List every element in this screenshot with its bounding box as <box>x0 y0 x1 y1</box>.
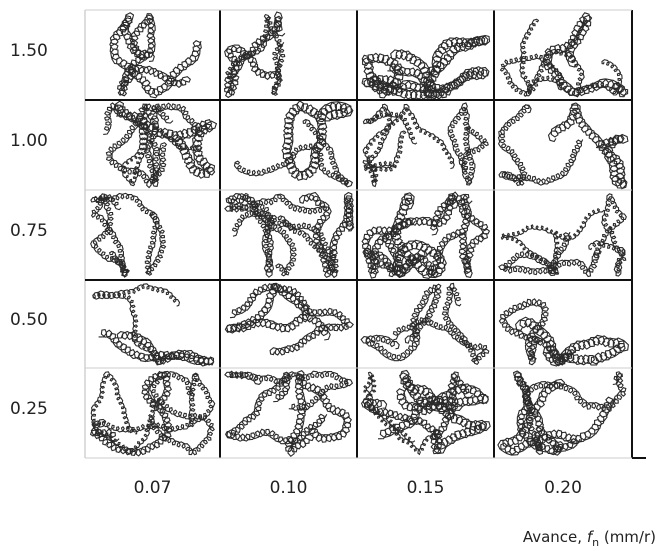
chip-photo <box>497 102 629 190</box>
row-label: 1.50 <box>10 41 48 61</box>
chip-coil <box>399 369 491 455</box>
column-label: 0.20 <box>544 478 582 498</box>
chip-coil <box>360 283 442 362</box>
chip-photo <box>89 370 216 457</box>
chip-photo <box>109 12 202 99</box>
chip-coil <box>224 193 328 277</box>
chip-coil <box>98 328 215 367</box>
chip-grid-figure: 1.50 1.00 0.75 0.50 0.25 0.07 0.10 0.15 0.20 <box>10 9 646 498</box>
chip-photo <box>361 34 491 100</box>
chip-coil <box>92 283 183 365</box>
chip-coil <box>233 118 353 188</box>
chip-coil <box>229 282 354 356</box>
chip-photo <box>224 370 354 458</box>
chip-coil <box>514 316 629 367</box>
chip-coil <box>392 282 490 365</box>
chip-coil <box>362 229 466 278</box>
chip-photo <box>224 191 355 279</box>
chip-coil <box>298 191 355 278</box>
chip-coil <box>499 48 585 97</box>
chip-photos <box>89 11 629 458</box>
labels: 1.50 1.00 0.75 0.50 0.25 0.07 0.10 0.15 0.20 <box>10 41 582 498</box>
chip-coil <box>498 231 602 278</box>
chip-photo <box>103 100 218 189</box>
chip-coil <box>361 192 459 279</box>
chip-coil <box>547 102 629 190</box>
chip-coil <box>390 34 491 99</box>
chip-coil <box>90 192 167 276</box>
chip-coil <box>497 104 584 187</box>
chip-photo <box>92 283 215 367</box>
chip-coil <box>91 372 216 433</box>
chip-photo <box>361 191 491 279</box>
chip-coil <box>362 103 418 173</box>
axis-label-prefix: Avance, <box>522 528 587 546</box>
chip-photo <box>224 11 286 99</box>
chip-coil <box>109 12 202 99</box>
chip-photo <box>497 370 627 456</box>
chip-photo <box>360 369 491 456</box>
column-label: 0.07 <box>134 478 172 498</box>
chip-coil <box>512 370 581 456</box>
axis-label-subscript: n <box>592 536 600 549</box>
row-label: 0.50 <box>10 310 48 330</box>
chip-coil <box>120 103 203 187</box>
chip-coil <box>90 193 130 278</box>
chip-photo <box>360 282 490 365</box>
chip-photo <box>233 100 354 188</box>
chip-coil <box>390 192 447 279</box>
x-axis-label: Avance, fn (mm/r) <box>523 528 656 549</box>
chip-coil <box>225 13 286 96</box>
chip-photo <box>224 282 354 356</box>
row-label: 0.25 <box>10 399 48 419</box>
row-label: 1.00 <box>10 131 48 151</box>
column-label: 0.10 <box>270 478 308 498</box>
chip-coil <box>519 18 623 97</box>
chip-coil <box>542 12 629 98</box>
chip-coil <box>105 102 203 189</box>
row-label: 0.75 <box>10 221 48 241</box>
column-label: 0.15 <box>407 478 445 498</box>
chip-coil <box>523 371 627 456</box>
chip-coil <box>148 370 215 456</box>
chip-coil <box>360 371 473 455</box>
chip-coil <box>90 371 157 455</box>
chip-coil <box>231 209 339 279</box>
chip-coil <box>116 13 191 97</box>
chip-coil <box>362 103 455 188</box>
chip-coil <box>377 383 490 440</box>
axis-label-variable: f <box>586 528 593 546</box>
chip-coil <box>89 370 173 457</box>
chip-coil <box>588 193 627 277</box>
chip-coil <box>497 378 617 456</box>
chip-coil <box>224 11 286 99</box>
chip-coil <box>447 102 489 186</box>
chip-coil <box>224 371 328 446</box>
chip-photo <box>498 193 627 278</box>
chip-photo <box>499 12 629 98</box>
axis-label-unit: (mm/r) <box>599 528 656 546</box>
chip-coil <box>500 207 605 275</box>
chip-coil <box>281 100 354 181</box>
chip-coil <box>225 192 278 278</box>
chip-coil <box>361 52 452 100</box>
grid-lines <box>84 9 646 459</box>
chip-photo <box>90 192 167 278</box>
chip-coil <box>498 298 576 366</box>
chip-photo <box>498 298 629 367</box>
chip-photo <box>362 102 489 188</box>
